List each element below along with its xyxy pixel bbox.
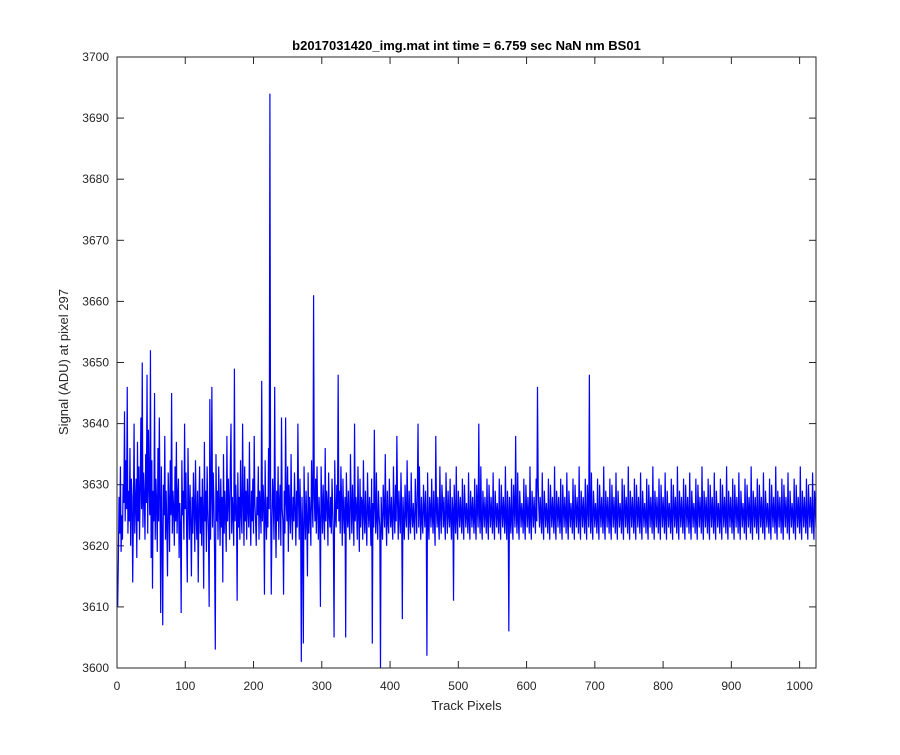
signal-series-line <box>117 93 817 669</box>
y-tick-label: 3680 <box>82 172 109 186</box>
plot-area-background <box>117 57 816 668</box>
x-tick-label: 100 <box>175 679 195 693</box>
y-tick-label: 3700 <box>82 50 109 64</box>
x-tick-label: 900 <box>721 679 741 693</box>
y-axis-ticks: 3600 3610 3620 3630 3640 3650 3660 3670 3680 3690… <box>82 50 816 675</box>
x-axis-label: Track Pixels <box>431 698 502 713</box>
x-tick-label: 500 <box>448 679 468 693</box>
axes-box <box>116 56 817 669</box>
x-tick-label: 400 <box>380 679 400 693</box>
y-tick-label: 3630 <box>82 478 109 492</box>
y-tick-label: 3650 <box>82 356 109 370</box>
x-tick-label: 800 <box>653 679 673 693</box>
y-axis-label: Signal (ADU) at pixel 297 <box>56 289 71 435</box>
x-tick-label: 1000 <box>786 679 813 693</box>
x-tick-label: 200 <box>244 679 264 693</box>
y-tick-label: 3640 <box>82 417 109 431</box>
y-tick-label: 3620 <box>82 539 109 553</box>
x-tick-label: 700 <box>585 679 605 693</box>
x-tick-label: 300 <box>312 679 332 693</box>
x-axis-ticks: 0 100 200 300 400 500 600 700 800 900 1000 <box>114 57 813 693</box>
y-tick-label: 3610 <box>82 600 109 614</box>
x-tick-label: 0 <box>114 679 121 693</box>
y-tick-label: 3660 <box>82 294 109 308</box>
y-tick-label: 3600 <box>82 661 109 675</box>
chart-title: b2017031420_img.mat int time = 6.759 sec… <box>292 38 641 53</box>
y-tick-label: 3670 <box>82 233 109 247</box>
y-tick-label: 3690 <box>82 111 109 125</box>
x-tick-label: 600 <box>517 679 537 693</box>
